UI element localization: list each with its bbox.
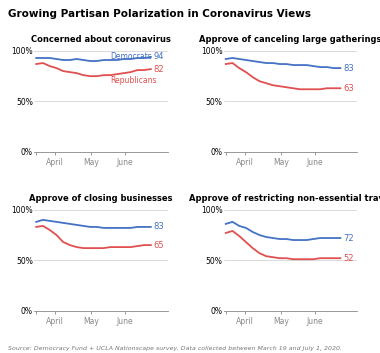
Title: Approve of restricting non-essential travel: Approve of restricting non-essential tra… <box>188 194 380 203</box>
Text: Democrats: Democrats <box>110 52 152 61</box>
Text: Growing Partisan Polarization in Coronavirus Views: Growing Partisan Polarization in Coronav… <box>8 9 310 19</box>
Title: Approve of closing businesses: Approve of closing businesses <box>29 194 173 203</box>
Text: Source: Democracy Fund + UCLA Nationscape survey. Data collected between March 1: Source: Democracy Fund + UCLA Nationscap… <box>8 346 342 351</box>
Text: 52: 52 <box>343 254 353 263</box>
Text: 72: 72 <box>343 234 354 243</box>
Title: Concerned about coronavirus: Concerned about coronavirus <box>31 35 171 44</box>
Text: 94: 94 <box>154 53 164 61</box>
Text: 65: 65 <box>154 241 164 250</box>
Text: 63: 63 <box>343 84 354 93</box>
Text: 83: 83 <box>154 222 164 232</box>
Text: Republicans: Republicans <box>110 76 157 85</box>
Text: 83: 83 <box>343 64 354 73</box>
Text: 82: 82 <box>154 65 164 73</box>
Title: Approve of canceling large gatherings: Approve of canceling large gatherings <box>199 35 380 44</box>
